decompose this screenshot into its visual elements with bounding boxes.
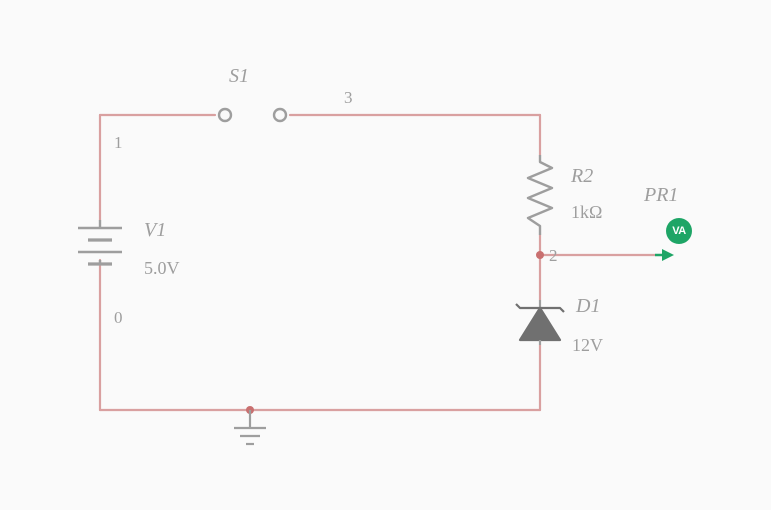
resistor-r2[interactable] (528, 155, 552, 235)
label-r2-value: 1kΩ (571, 202, 602, 223)
label-s1-name: S1 (229, 65, 249, 88)
label-d1-value: 12V (572, 335, 603, 356)
label-v1-value: 5.0V (144, 258, 180, 279)
label-r2-name: R2 (571, 165, 593, 188)
wire-group (100, 115, 655, 410)
ground-symbol (234, 410, 266, 444)
node-label-2: 2 (549, 246, 558, 266)
circuit-schematic (0, 0, 771, 510)
voltage-source-v1[interactable] (78, 220, 122, 264)
label-d1-name: D1 (576, 295, 600, 318)
node-label-0: 0 (114, 308, 123, 328)
node-label-1: 1 (114, 133, 123, 153)
probe-badge-icon[interactable]: VA (666, 218, 692, 244)
switch-s1[interactable] (219, 109, 286, 121)
node-dots (246, 251, 544, 414)
probe-arrow[interactable] (655, 249, 674, 261)
label-pr1-name: PR1 (644, 184, 678, 207)
zener-diode-d1[interactable] (516, 300, 564, 345)
label-v1-name: V1 (144, 219, 166, 242)
probe-badge-text: VA (672, 225, 685, 237)
node-label-3: 3 (344, 88, 353, 108)
